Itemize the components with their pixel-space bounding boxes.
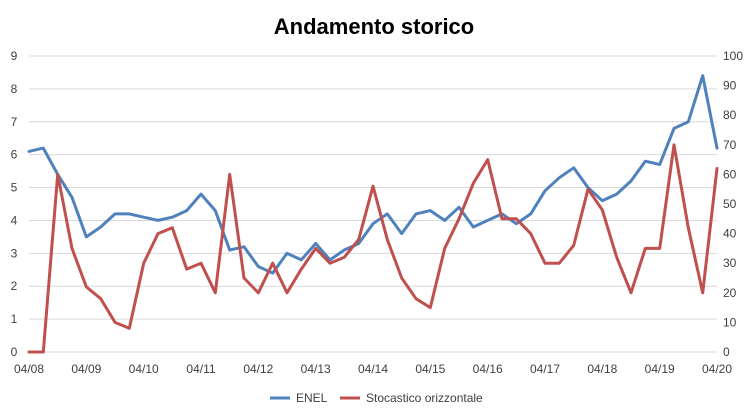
x-tick-label: 04/20 [702, 362, 732, 376]
series-lines [27, 74, 719, 354]
chart-title: Andamento storico [274, 14, 474, 39]
y-right-tick-label: 0 [723, 345, 730, 359]
y-left-tick-label: 7 [11, 115, 18, 129]
x-tick-label: 04/17 [530, 362, 560, 376]
y-right-tick-label: 90 [723, 79, 737, 93]
y-right-tick-labels: 0 10 20 30 40 50 60 70 80 90 100 [723, 49, 743, 359]
x-tick-label: 04/18 [587, 362, 617, 376]
y-left-tick-label: 3 [11, 246, 18, 260]
y-right-tick-label: 80 [723, 108, 737, 122]
legend-label: ENEL [296, 391, 328, 405]
y-left-tick-label: 4 [11, 213, 18, 227]
x-tick-label: 04/19 [645, 362, 675, 376]
x-tick-label: 04/09 [71, 362, 101, 376]
y-right-tick-label: 100 [723, 49, 743, 63]
x-tick-label: 04/10 [129, 362, 159, 376]
legend-label: Stocastico orizzontale [366, 391, 483, 405]
series-line-stocastico [27, 143, 719, 354]
y-left-tick-label: 2 [11, 279, 18, 293]
x-tick-label: 04/11 [186, 362, 215, 376]
x-tick-label: 04/08 [14, 362, 44, 376]
y-right-tick-label: 40 [723, 227, 737, 241]
y-left-tick-label: 6 [11, 148, 18, 162]
y-left-tick-label: 8 [11, 82, 18, 96]
x-tick-label: 04/13 [301, 362, 331, 376]
y-right-tick-label: 10 [723, 315, 737, 329]
gridlines [29, 55, 717, 353]
y-left-tick-label: 1 [11, 312, 18, 326]
x-tick-label: 04/12 [243, 362, 273, 376]
y-left-tick-labels: 0 1 2 3 4 5 6 7 8 9 [11, 49, 18, 359]
y-right-tick-label: 50 [723, 197, 737, 211]
y-right-tick-label: 70 [723, 138, 737, 152]
x-tick-label: 04/16 [473, 362, 503, 376]
x-tick-labels: 04/08 04/09 04/10 04/11 04/12 04/13 04/14 04/15… [14, 362, 732, 376]
y-left-tick-label: 0 [11, 345, 18, 359]
y-right-tick-label: 60 [723, 167, 737, 181]
y-right-tick-label: 30 [723, 256, 737, 270]
y-left-tick-label: 9 [11, 49, 18, 63]
series-line-enel [27, 74, 719, 275]
y-right-tick-label: 20 [723, 286, 737, 300]
x-tick-label: 04/15 [415, 362, 445, 376]
y-left-tick-label: 5 [11, 181, 18, 195]
x-tick-label: 04/14 [358, 362, 388, 376]
legend: ENEL Stocastico orizzontale [270, 391, 483, 405]
